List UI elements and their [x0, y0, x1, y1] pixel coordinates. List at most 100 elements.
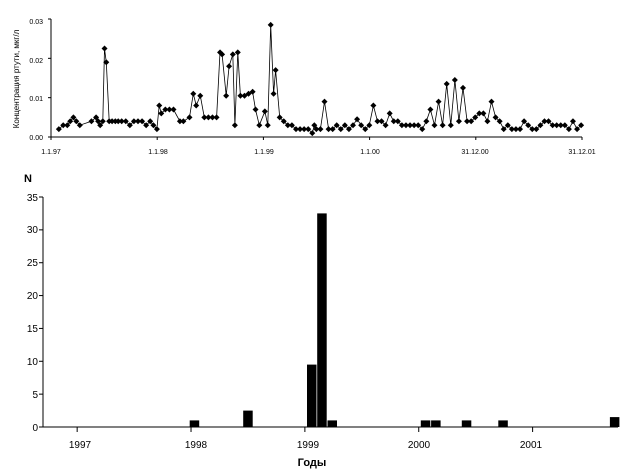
top-data-point: [245, 90, 252, 97]
top-data-point: [508, 126, 515, 133]
top-y-tick-label: 0.01: [29, 96, 43, 103]
top-data-point: [411, 122, 418, 129]
top-data-point: [313, 126, 320, 133]
top-data-point: [147, 118, 154, 125]
top-data-point: [193, 102, 200, 109]
bottom-y-tick-label: 25: [27, 258, 39, 269]
top-data-point: [126, 122, 133, 129]
top-plot-area: [48, 18, 585, 140]
top-data-point: [153, 126, 160, 133]
bottom-chart: N 0 5 10 15 20 25 30 35 1997 1998 1999 2…: [24, 173, 620, 469]
top-data-point: [549, 122, 556, 129]
top-data-point: [197, 92, 204, 99]
top-x-tick-label: 1.1.00: [360, 149, 380, 156]
top-data-point: [439, 122, 446, 129]
top-data-point: [261, 108, 268, 115]
top-data-point: [60, 122, 67, 129]
top-data-point: [423, 118, 430, 125]
top-data-point: [101, 45, 108, 52]
top-data-point: [451, 76, 458, 83]
top-data-point: [301, 126, 308, 133]
bottom-y-tick-label: 35: [27, 193, 39, 204]
top-y-tick-label: 0.00: [29, 135, 43, 142]
top-data-point: [476, 110, 483, 117]
top-data-point: [374, 118, 381, 125]
top-data-point: [325, 126, 332, 133]
top-data-point: [201, 114, 208, 121]
top-data-point: [402, 122, 409, 129]
top-data-point: [55, 126, 62, 133]
top-data-point: [209, 114, 216, 121]
histogram-bar: [243, 410, 253, 427]
top-data-point: [234, 49, 241, 56]
top-x-ticks: 1.1.97 1.1.98 1.1.99 1.1.00 31.12.00 31.…: [41, 149, 595, 156]
top-data-point: [533, 126, 540, 133]
top-data-point: [345, 126, 352, 133]
top-data-point: [398, 122, 405, 129]
top-data-point: [517, 126, 524, 133]
top-data-point: [130, 118, 137, 125]
top-data-point: [122, 118, 129, 125]
bottom-y-tick-label: 30: [27, 225, 39, 236]
top-data-point: [176, 118, 183, 125]
top-data-point: [569, 118, 576, 125]
bottom-y-axis-label: N: [24, 173, 32, 185]
top-data-point: [249, 88, 256, 95]
histogram-bar: [431, 420, 441, 427]
top-data-point: [386, 110, 393, 117]
top-data-point: [521, 118, 528, 125]
top-x-tick-label: 31.12.00: [461, 149, 488, 156]
top-data-point: [115, 118, 122, 125]
top-data-point: [88, 118, 95, 125]
top-data-point: [561, 122, 568, 129]
top-chart: 0.00 0.01 0.02 0.03 Концентрация ртути, …: [12, 18, 596, 156]
top-data-point: [578, 122, 585, 129]
top-data-point: [109, 118, 116, 125]
top-data-point: [525, 122, 532, 129]
top-data-point: [139, 118, 146, 125]
top-data-point: [541, 118, 548, 125]
top-y-tick-label: 0.03: [29, 19, 43, 26]
top-data-point: [394, 118, 401, 125]
top-data-point: [492, 114, 499, 121]
top-data-point: [341, 122, 348, 129]
top-data-point: [270, 90, 277, 97]
top-data-point: [378, 118, 385, 125]
top-data-point: [134, 118, 141, 125]
top-data-point: [70, 114, 77, 121]
top-data-point: [321, 98, 328, 105]
top-x-tick-label: 31.12.01: [568, 149, 595, 156]
histogram-bar: [461, 420, 472, 427]
top-data-point: [213, 114, 220, 121]
top-data-point: [73, 118, 80, 125]
top-data-point: [297, 126, 304, 133]
top-data-point: [574, 126, 581, 133]
top-data-point: [264, 122, 271, 129]
top-data-point: [223, 92, 230, 99]
top-y-tick-label: 0.02: [29, 58, 43, 65]
bottom-x-ticks: 1997 1998 1999 2000 2001: [69, 440, 543, 451]
top-data-point: [309, 130, 316, 137]
top-data-point: [99, 118, 106, 125]
top-data-point: [435, 98, 442, 105]
top-data-point: [362, 126, 369, 133]
top-x-tick-label: 1.1.98: [148, 149, 168, 156]
histogram-bar: [498, 420, 508, 427]
bottom-y-tick-label: 0: [32, 423, 38, 434]
top-data-point: [267, 21, 274, 28]
top-data-point: [415, 122, 422, 129]
top-data-point: [237, 92, 244, 99]
bottom-y-tick-label: 5: [32, 390, 38, 401]
top-data-point: [67, 118, 74, 125]
top-data-point: [504, 122, 511, 129]
top-data-point: [537, 122, 544, 129]
top-data-point: [219, 51, 226, 58]
bottom-x-tick-label: 1997: [69, 440, 92, 451]
top-data-point: [512, 126, 519, 133]
top-data-point: [354, 116, 361, 123]
top-data-point: [468, 118, 475, 125]
top-data-point: [350, 122, 357, 129]
top-data-point: [97, 122, 104, 129]
histogram-bar: [420, 420, 431, 427]
top-data-point: [480, 110, 487, 117]
